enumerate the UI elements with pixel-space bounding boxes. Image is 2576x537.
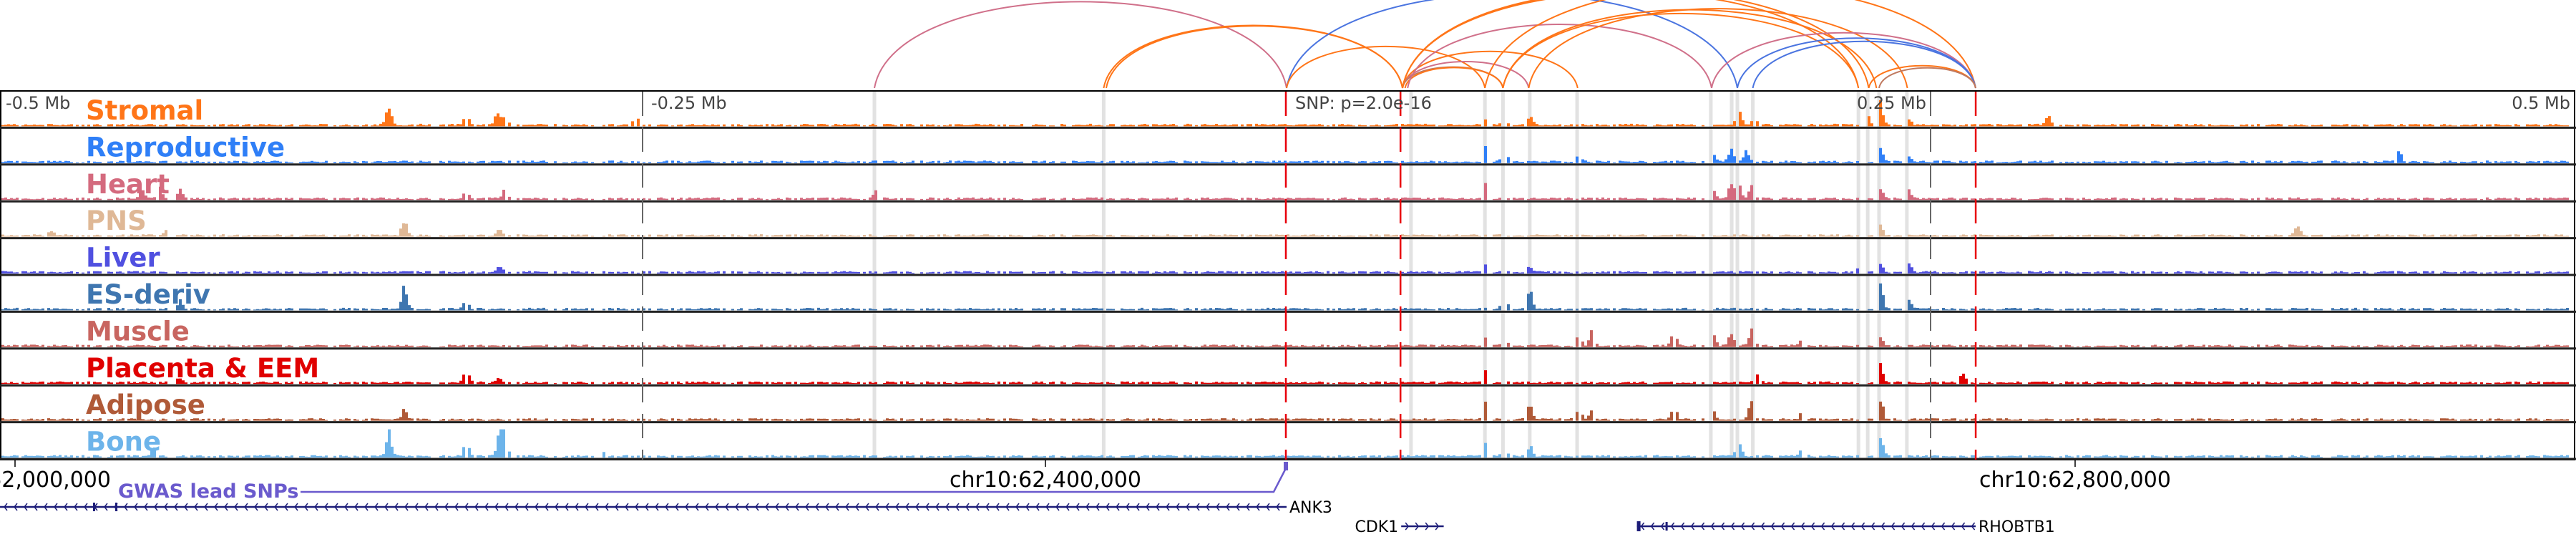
loop-arc bbox=[1106, 25, 1403, 89]
loop-arc bbox=[1711, 32, 1976, 89]
coordinate-axis: chr10:62,000,000 chr10:62,400,000 chr10:… bbox=[0, 460, 2171, 493]
tick-label-0.25mb: 0.25 Mb bbox=[1857, 93, 1926, 113]
signal-muscle bbox=[1, 328, 2569, 347]
coord-label-62800000: chr10:62,800,000 bbox=[1979, 468, 2171, 493]
tick-label-minus-0.5mb: -0.5 Mb bbox=[6, 93, 70, 113]
gene-rhobtb1[interactable]: RHOBTB1 bbox=[1636, 518, 2055, 536]
loop-arc bbox=[1407, 24, 1712, 89]
signal-adipose bbox=[1, 401, 2569, 421]
signal-liver bbox=[1, 263, 2569, 274]
relative-axis: -0.5 Mb -0.25 Mb SNP: p=2.0e-16 0.25 Mb … bbox=[6, 93, 2570, 113]
loop-arc bbox=[1528, 8, 1908, 89]
gwas-lead-snp-marker[interactable] bbox=[1284, 462, 1288, 470]
loop-arc bbox=[1484, 0, 1976, 89]
coord-label-62400000: chr10:62,400,000 bbox=[950, 468, 1141, 493]
signal-reproductive bbox=[1, 146, 2569, 163]
track-label: Muscle bbox=[86, 316, 190, 347]
exon bbox=[93, 503, 95, 511]
signal-tracks bbox=[0, 100, 2576, 460]
loop-arc bbox=[1402, 50, 1579, 89]
exon bbox=[1665, 522, 1668, 531]
gwas-track-label: GWAS lead SNPs bbox=[118, 480, 298, 503]
track-label: Adipose bbox=[86, 390, 205, 420]
loop-arc bbox=[874, 1, 1287, 89]
gene-cdk1[interactable]: CDK1 bbox=[1355, 518, 1444, 536]
loop-arc bbox=[1103, 24, 1403, 89]
strand-arrows bbox=[4, 503, 1280, 511]
tick-label-0.5mb: 0.5 Mb bbox=[2512, 93, 2570, 113]
gene-track: ANK3 CDK1 RHOBTB1 bbox=[0, 499, 2055, 536]
track-label: Heart bbox=[86, 169, 170, 200]
loop-arc bbox=[1868, 64, 1976, 89]
exon bbox=[1636, 521, 1641, 531]
gene-label: ANK3 bbox=[1289, 499, 1332, 517]
track-label: Reproductive bbox=[86, 132, 285, 163]
gwas-connector bbox=[301, 469, 1287, 493]
tick-label-minus-0.25mb: -0.25 Mb bbox=[651, 93, 727, 113]
chromatin-loops bbox=[874, 0, 1976, 89]
loop-arc bbox=[1752, 40, 1976, 89]
track-label: Bone bbox=[86, 427, 161, 458]
loop-arc bbox=[1402, 61, 1530, 89]
exon bbox=[115, 503, 117, 511]
strand-arrows bbox=[1405, 522, 1440, 531]
coord-label-62000000: chr10:62,000,000 bbox=[0, 468, 111, 493]
track-label: Stromal bbox=[86, 95, 203, 126]
gwas-track: GWAS lead SNPs bbox=[118, 462, 1288, 503]
loop-arc bbox=[1286, 0, 1738, 89]
track-labels: Stromal Reproductive Heart PNS Liver ES-deriv… bbox=[86, 95, 319, 458]
gene-ank3[interactable]: ANK3 bbox=[0, 499, 1332, 517]
gene-label: CDK1 bbox=[1355, 518, 1398, 536]
track-label: Placenta & EEM bbox=[86, 353, 319, 384]
loop-arc bbox=[1878, 67, 1976, 89]
track-label: Liver bbox=[86, 243, 160, 274]
reference-lines bbox=[642, 92, 1977, 460]
track-label: ES-deriv bbox=[86, 279, 210, 310]
snp-pvalue-label: SNP: p=2.0e-16 bbox=[1295, 93, 1432, 113]
gene-label: RHOBTB1 bbox=[1979, 518, 2055, 536]
strand-arrows bbox=[1640, 522, 1976, 531]
signal-pns bbox=[1, 223, 2569, 237]
track-label: PNS bbox=[86, 205, 147, 236]
